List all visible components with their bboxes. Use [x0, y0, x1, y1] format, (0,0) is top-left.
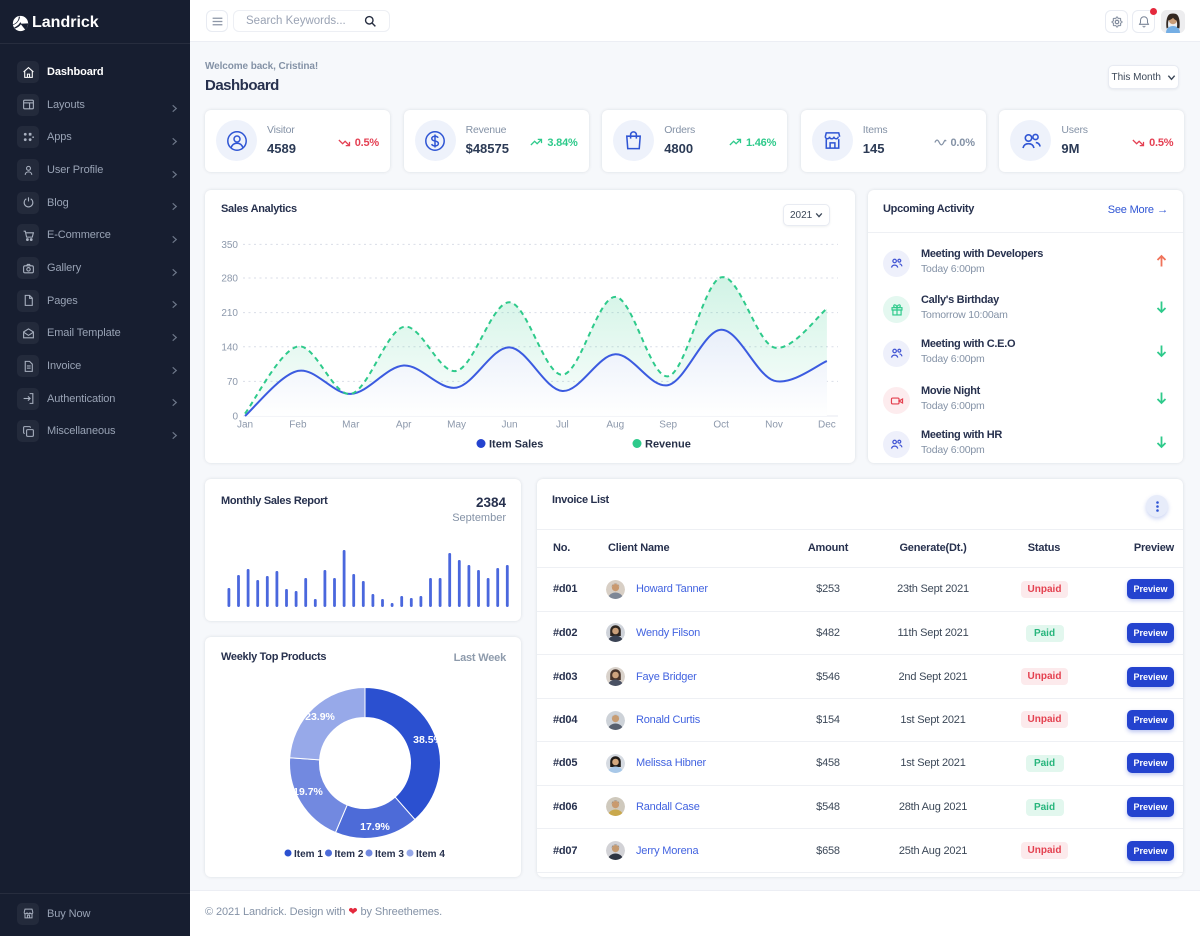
svg-text:Jan: Jan — [237, 420, 253, 431]
svg-text:Item 1: Item 1 — [294, 849, 323, 860]
svg-text:70: 70 — [227, 377, 239, 388]
svg-text:Revenue: Revenue — [645, 439, 691, 451]
svg-text:Dec: Dec — [818, 420, 836, 431]
svg-text:23.9%: 23.9% — [305, 711, 335, 723]
svg-text:Jul: Jul — [556, 420, 569, 431]
svg-text:Nov: Nov — [765, 420, 783, 431]
svg-text:Apr: Apr — [396, 420, 412, 431]
svg-text:Aug: Aug — [606, 420, 624, 431]
svg-text:Item 4: Item 4 — [416, 849, 445, 860]
svg-text:17.9%: 17.9% — [360, 821, 390, 833]
svg-text:Feb: Feb — [289, 420, 307, 431]
svg-text:Sep: Sep — [659, 420, 677, 431]
svg-text:May: May — [447, 420, 466, 431]
svg-text:210: 210 — [221, 308, 238, 319]
svg-text:Oct: Oct — [713, 420, 729, 431]
svg-text:140: 140 — [221, 342, 238, 353]
svg-text:350: 350 — [221, 240, 238, 251]
svg-text:19.7%: 19.7% — [293, 786, 323, 798]
svg-text:Item Sales: Item Sales — [489, 439, 543, 451]
svg-text:38.5%: 38.5% — [413, 734, 443, 746]
svg-text:Jun: Jun — [501, 420, 517, 431]
svg-text:Mar: Mar — [342, 420, 360, 431]
svg-text:0: 0 — [232, 412, 238, 423]
svg-text:Item 2: Item 2 — [335, 849, 364, 860]
svg-text:Item 3: Item 3 — [375, 849, 404, 860]
svg-text:280: 280 — [221, 274, 238, 285]
